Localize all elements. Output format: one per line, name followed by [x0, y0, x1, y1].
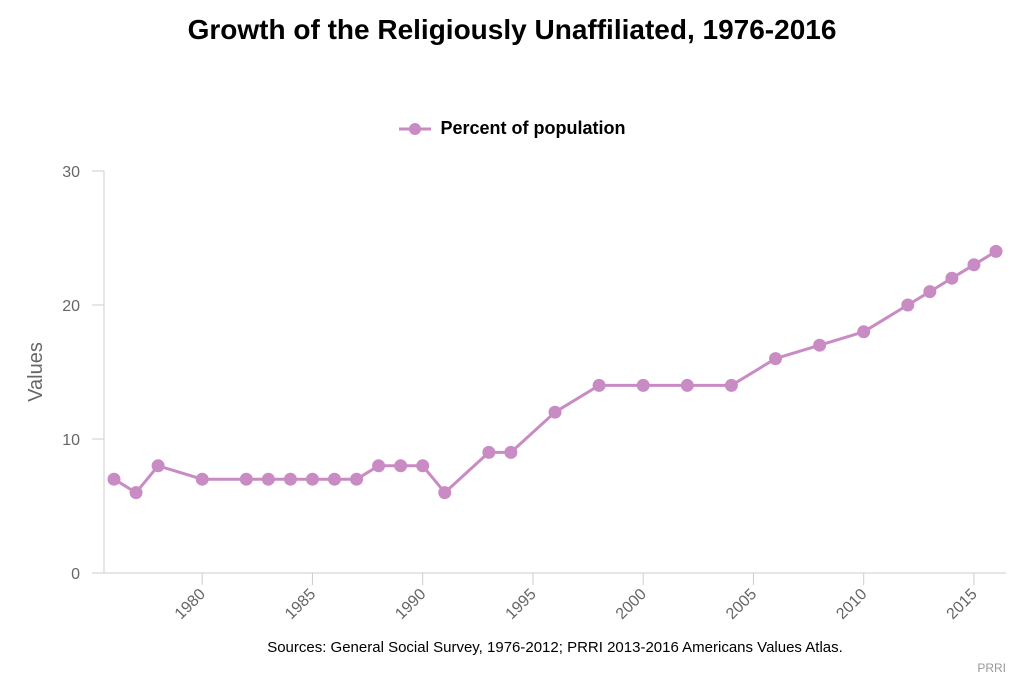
data-point	[239, 472, 253, 486]
data-point	[151, 459, 165, 473]
x-tick-label: 1980	[172, 586, 209, 623]
data-point	[857, 325, 871, 339]
data-point	[989, 244, 1003, 258]
y-tick-label: 30	[62, 164, 80, 181]
x-tick-label: 2005	[723, 586, 760, 623]
data-point	[680, 378, 694, 392]
data-point	[328, 472, 341, 486]
data-point	[416, 459, 430, 473]
data-point	[261, 472, 275, 486]
data-point	[923, 285, 937, 299]
data-point	[548, 405, 562, 419]
data-point	[945, 271, 959, 285]
data-point	[195, 472, 209, 486]
data-point	[350, 472, 364, 486]
y-tick-label: 0	[71, 566, 80, 583]
y-axis-title: Values	[25, 342, 47, 402]
data-point	[592, 378, 606, 392]
data-point	[967, 258, 981, 272]
data-point	[813, 338, 827, 352]
data-point	[482, 445, 496, 459]
data-point	[769, 352, 782, 366]
legend-marker-icon	[399, 122, 432, 135]
data-point	[394, 459, 408, 473]
data-point	[438, 486, 452, 500]
source-note: Sources: General Social Survey, 1976-201…	[267, 639, 843, 656]
data-point	[129, 486, 143, 500]
legend-item[interactable]: Percent of population	[398, 118, 626, 139]
x-tick-label: 2010	[833, 586, 870, 623]
data-point	[636, 378, 650, 392]
data-point	[305, 472, 319, 486]
data-point	[901, 298, 915, 312]
data-point	[724, 378, 738, 392]
legend[interactable]: Percent of population	[0, 118, 1024, 142]
x-tick-label: 2000	[613, 586, 650, 623]
data-point	[504, 445, 518, 459]
data-point	[283, 472, 297, 486]
y-tick-label: 10	[62, 432, 80, 449]
x-tick-label: 1995	[503, 586, 540, 623]
x-tick-label: 1990	[392, 586, 429, 623]
x-tick-label: 2015	[944, 586, 981, 623]
series-line	[113, 250, 997, 495]
data-point	[372, 459, 386, 473]
legend-label: Percent of population	[440, 118, 626, 138]
credit-label: PRRI	[977, 661, 1006, 675]
y-tick-label: 20	[62, 298, 80, 315]
data-point	[107, 472, 121, 486]
x-tick-label: 1985	[282, 586, 319, 623]
chart-title: Growth of the Religiously Unaffiliated, …	[187, 14, 837, 45]
